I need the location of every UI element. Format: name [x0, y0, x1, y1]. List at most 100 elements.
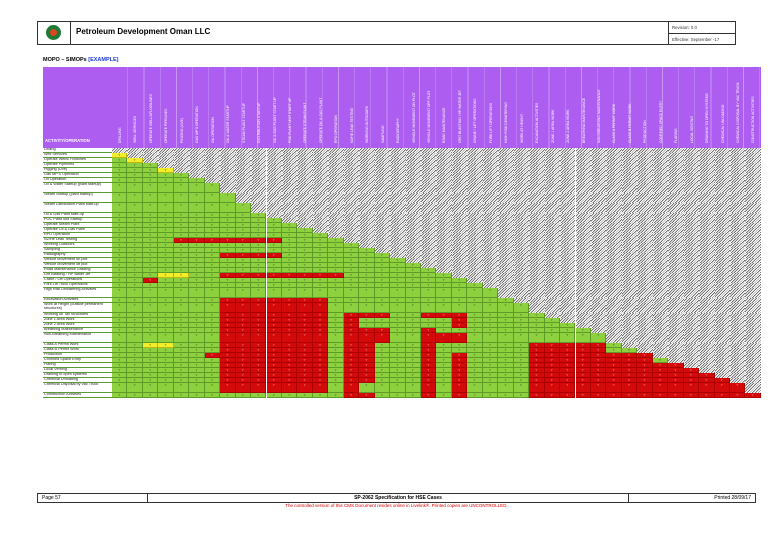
- matrix-cell: Y: [529, 378, 545, 383]
- matrix-cell: Y: [127, 288, 143, 298]
- matrix-cell-na: [359, 213, 375, 218]
- column-header: FORK LIFT OPERATIONS: [483, 67, 499, 148]
- matrix-cell-na: [529, 158, 545, 163]
- matrix-cell: Y: [112, 158, 128, 163]
- matrix-cell: Y: [621, 353, 638, 358]
- matrix-cell-na: [745, 243, 761, 248]
- matrix-cell: Y: [436, 323, 452, 328]
- matrix-cell: Y: [529, 368, 545, 373]
- matrix-cell-na: [652, 183, 669, 193]
- row-label: Work at Height (outside permanent struct…: [43, 303, 112, 313]
- matrix-cell-na: [498, 163, 514, 168]
- matrix-cell-na: [714, 183, 730, 193]
- matrix-cell-na: [513, 158, 530, 163]
- matrix-cell-na: [637, 298, 653, 303]
- matrix-cell-na: [560, 303, 576, 313]
- matrix-cell-na: [328, 163, 344, 168]
- matrix-cell-na: [235, 173, 252, 178]
- matrix-cell: Y: [158, 353, 174, 358]
- matrix-cell-na: [560, 298, 576, 303]
- matrix-cell: Y: [266, 238, 282, 243]
- matrix-cell-na: [405, 203, 421, 213]
- matrix-cell-na: [451, 203, 468, 213]
- matrix-title: MOPO – SIMOPs [EXAMPLE]: [43, 57, 119, 63]
- matrix-cell: Y: [544, 368, 561, 373]
- matrix-cell-na: [297, 223, 313, 228]
- matrix-cell-na: [544, 178, 561, 183]
- matrix-cell: Y: [374, 313, 391, 318]
- matrix-cell: Y: [498, 343, 514, 348]
- matrix-cell: Y: [482, 333, 499, 343]
- matrix-cell-na: [405, 233, 421, 238]
- matrix-cell: Y: [590, 353, 607, 358]
- matrix-cell-na: [560, 183, 576, 193]
- matrix-cell: Y: [560, 328, 576, 333]
- matrix-cell-na: [714, 348, 730, 353]
- matrix-cell-na: [745, 153, 761, 158]
- matrix-cell: Y: [266, 228, 282, 233]
- matrix-cell-na: [544, 183, 561, 193]
- matrix-cell: Y: [359, 363, 375, 368]
- matrix-cell-na: [714, 328, 730, 333]
- matrix-cell: Y: [112, 273, 128, 278]
- matrix-cell: Y: [668, 393, 684, 398]
- column-header: OIL OPERATION: [205, 67, 221, 148]
- matrix-cell: Y: [127, 233, 143, 238]
- matrix-cell: Y: [606, 343, 622, 348]
- matrix-cell: Y: [343, 253, 360, 258]
- matrix-cell: Y: [127, 298, 143, 303]
- matrix-cell-na: [498, 153, 514, 158]
- matrix-cell: Y: [173, 203, 190, 213]
- matrix-cell-na: [590, 258, 607, 263]
- matrix-cell: Y: [421, 288, 437, 298]
- matrix-cell: Y: [436, 298, 452, 303]
- matrix-cell: Y: [127, 383, 143, 393]
- matrix-cell-na: [390, 213, 406, 218]
- matrix-cell-na: [699, 278, 715, 283]
- matrix-cell: Y: [220, 218, 236, 223]
- matrix-cell-na: [745, 163, 761, 168]
- matrix-cell: Y: [467, 288, 483, 298]
- matrix-cell-na: [513, 228, 530, 233]
- column-header-text: DRILLING: [118, 127, 122, 143]
- matrix-cell: Y: [560, 353, 576, 358]
- matrix-cell-na: [714, 248, 730, 253]
- column-header-text: ZONE 1 AREA WORK: [550, 109, 555, 143]
- matrix-cell-na: [436, 243, 452, 248]
- matrix-cell-na: [467, 168, 483, 173]
- matrix-cell-na: [421, 248, 437, 253]
- row-label: Sampling: [43, 248, 112, 253]
- matrix-cell: Y: [575, 343, 591, 348]
- matrix-cell: Y: [343, 298, 360, 303]
- matrix-cell-na: [683, 233, 700, 238]
- matrix-cell-na: [451, 268, 468, 273]
- matrix-cell: Y: [390, 348, 406, 353]
- matrix-cell-na: [683, 203, 700, 213]
- matrix-cell-na: [544, 298, 561, 303]
- column-header-text: N2/HE LEAK TESTING: [349, 107, 354, 143]
- matrix-cell-na: [421, 218, 437, 223]
- matrix-cell: Y: [297, 228, 313, 233]
- matrix-cell-na: [621, 258, 638, 263]
- matrix-cell-na: [405, 258, 421, 263]
- revision-block: Revision: 0.0 Effective: September -17: [668, 22, 736, 44]
- column-header-text: LOCAL VENTING: [689, 115, 694, 143]
- matrix-cell: Y: [405, 383, 421, 393]
- matrix-cell-na: [606, 158, 622, 163]
- matrix-cell: Y: [529, 348, 545, 353]
- matrix-cell-na: [251, 153, 267, 158]
- matrix-cell-na: [637, 243, 653, 248]
- matrix-cell-na: [668, 313, 684, 318]
- matrix-cell-na: [683, 303, 700, 313]
- matrix-cell: Y: [343, 358, 360, 363]
- matrix-cell: Y: [405, 358, 421, 363]
- column-header: OPERATE OIL & GAS PLANT: [313, 67, 329, 148]
- matrix-cell-na: [606, 263, 622, 268]
- column-header-text: CRANE / LIFT OPERATIONS: [473, 98, 478, 143]
- matrix-cell: Y: [297, 303, 313, 313]
- row-label: Fork Lift Truck Operations: [43, 283, 112, 288]
- matrix-cell-na: [683, 253, 700, 258]
- matrix-cell-na: [637, 323, 653, 328]
- matrix-cell-na: [621, 248, 638, 253]
- matrix-cell-na: [637, 183, 653, 193]
